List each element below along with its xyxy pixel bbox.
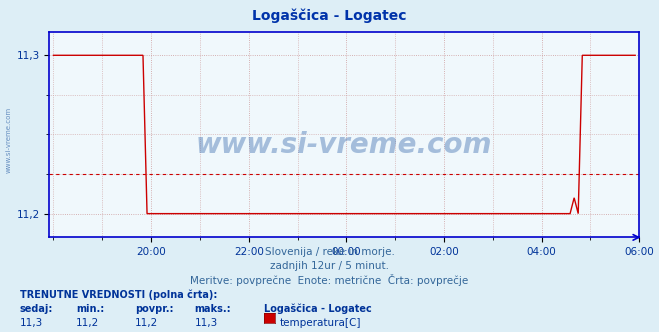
Text: povpr.:: povpr.: bbox=[135, 304, 173, 314]
Text: 11,3: 11,3 bbox=[194, 318, 217, 328]
Text: 11,2: 11,2 bbox=[76, 318, 99, 328]
Text: Slovenija / reke in morje.: Slovenija / reke in morje. bbox=[264, 247, 395, 257]
Text: sedaj:: sedaj: bbox=[20, 304, 53, 314]
Text: Logaščica - Logatec: Logaščica - Logatec bbox=[264, 304, 372, 314]
Text: TRENUTNE VREDNOSTI (polna črta):: TRENUTNE VREDNOSTI (polna črta): bbox=[20, 290, 217, 300]
Text: 11,2: 11,2 bbox=[135, 318, 158, 328]
Text: www.si-vreme.com: www.si-vreme.com bbox=[5, 106, 12, 173]
Text: 11,3: 11,3 bbox=[20, 318, 43, 328]
Text: maks.:: maks.: bbox=[194, 304, 231, 314]
Text: www.si-vreme.com: www.si-vreme.com bbox=[196, 131, 492, 159]
Text: min.:: min.: bbox=[76, 304, 104, 314]
Text: zadnjih 12ur / 5 minut.: zadnjih 12ur / 5 minut. bbox=[270, 261, 389, 271]
Text: Logaščica - Logatec: Logaščica - Logatec bbox=[252, 8, 407, 23]
Text: temperatura[C]: temperatura[C] bbox=[280, 318, 362, 328]
Text: Meritve: povprečne  Enote: metrične  Črta: povprečje: Meritve: povprečne Enote: metrične Črta:… bbox=[190, 274, 469, 286]
